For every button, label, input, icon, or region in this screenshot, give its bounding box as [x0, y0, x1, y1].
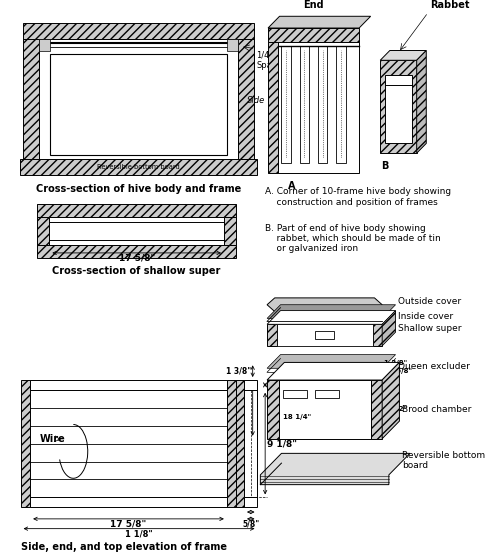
Bar: [385, 75, 412, 143]
Text: B. Part of end of hive body showing
    rabbet, which should be made of tin
    : B. Part of end of hive body showing rabb…: [265, 224, 441, 253]
Bar: [277, 324, 372, 346]
Text: A: A: [288, 181, 296, 191]
Text: 5/8": 5/8": [242, 520, 260, 529]
Text: End: End: [303, 1, 324, 11]
Bar: [336, 45, 346, 163]
Bar: [37, 204, 236, 217]
Text: 9 1/2": 9 1/2": [384, 406, 407, 412]
Bar: [227, 39, 238, 50]
Text: Outside cover: Outside cover: [399, 297, 462, 306]
Text: Inside cover: Inside cover: [399, 312, 454, 321]
Bar: [244, 497, 258, 507]
Polygon shape: [268, 16, 370, 28]
Polygon shape: [382, 311, 396, 346]
Bar: [227, 380, 236, 507]
Bar: [24, 23, 254, 39]
Bar: [278, 42, 359, 173]
Text: 1 3/8": 1 3/8": [384, 361, 407, 366]
Polygon shape: [382, 362, 399, 439]
Text: 5 3/8": 5 3/8": [61, 227, 92, 235]
Bar: [24, 39, 39, 159]
Text: Side: Side: [247, 96, 265, 105]
Polygon shape: [267, 311, 396, 324]
Text: B: B: [382, 161, 389, 171]
Text: 18 1/4": 18 1/4": [283, 414, 311, 420]
Bar: [372, 324, 382, 346]
Text: Cross-section of shallow super: Cross-section of shallow super: [52, 265, 221, 276]
Polygon shape: [267, 298, 382, 311]
Bar: [244, 380, 258, 390]
Bar: [39, 39, 50, 50]
Bar: [244, 390, 258, 497]
Bar: [39, 39, 238, 159]
Bar: [224, 217, 236, 245]
Text: Rabbet: Rabbet: [430, 1, 470, 11]
Text: 17 5/8": 17 5/8": [110, 520, 147, 529]
Bar: [37, 217, 49, 245]
Bar: [279, 380, 370, 439]
Bar: [37, 245, 236, 258]
Text: 17 5/8": 17 5/8": [118, 254, 155, 263]
Polygon shape: [417, 50, 426, 153]
Polygon shape: [267, 355, 396, 368]
Bar: [268, 42, 278, 173]
Bar: [49, 217, 224, 245]
Text: Queen excluder: Queen excluder: [399, 362, 470, 371]
Text: A. Corner of 10-frame hive body showing
    construction and position of frames: A. Corner of 10-frame hive body showing …: [265, 187, 451, 207]
Text: Reversible bottom
board: Reversible bottom board: [402, 450, 485, 470]
Bar: [370, 380, 382, 439]
Polygon shape: [267, 305, 396, 319]
Text: 9 1/8": 9 1/8": [267, 439, 297, 448]
Text: Cross-section of hive body and frame: Cross-section of hive body and frame: [36, 184, 241, 194]
Text: 1/4"
Space: 1/4" Space: [257, 50, 282, 70]
Bar: [380, 60, 417, 153]
Bar: [21, 380, 30, 507]
Text: Brood chamber: Brood chamber: [402, 405, 472, 414]
Bar: [315, 390, 339, 398]
Text: 1 3/8": 1 3/8": [225, 367, 251, 376]
Text: Shallow super: Shallow super: [399, 324, 462, 333]
Bar: [318, 45, 328, 163]
Bar: [267, 380, 279, 439]
Bar: [236, 380, 244, 507]
Text: Side, end, and top elevation of frame: Side, end, and top elevation of frame: [21, 542, 227, 552]
Text: Wire: Wire: [40, 434, 66, 444]
Text: 14 5/8": 14 5/8": [384, 368, 412, 374]
Bar: [238, 39, 254, 159]
Bar: [30, 390, 227, 497]
Bar: [20, 159, 258, 175]
Bar: [30, 497, 227, 507]
Text: 1 1/8": 1 1/8": [125, 530, 153, 538]
Text: 18 1/4": 18 1/4": [117, 92, 160, 102]
Bar: [300, 45, 309, 163]
Bar: [315, 331, 334, 339]
Polygon shape: [380, 50, 426, 60]
Bar: [50, 54, 227, 155]
Bar: [281, 45, 291, 163]
Polygon shape: [267, 362, 399, 380]
Text: Reversible bottom board: Reversible bottom board: [97, 164, 180, 170]
Bar: [268, 28, 359, 42]
Bar: [267, 324, 277, 346]
Bar: [30, 380, 227, 390]
Bar: [283, 390, 307, 398]
Text: 1 3/8": 1 3/8": [267, 381, 292, 389]
Polygon shape: [261, 453, 410, 485]
